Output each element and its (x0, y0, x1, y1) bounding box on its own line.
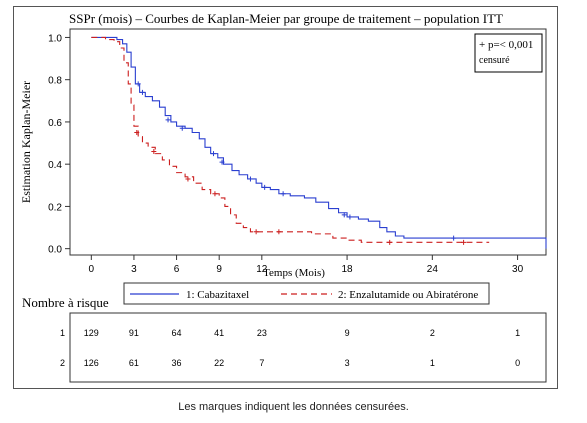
x-tick-label: 12 (256, 264, 268, 275)
censor-mark (341, 212, 347, 218)
x-tick-label: 18 (342, 264, 354, 275)
figure-frame: SSPr (mois) – Courbes de Kaplan-Meier pa… (13, 6, 558, 389)
risk-cell: 1 (430, 358, 435, 368)
risk-cell: 7 (259, 358, 264, 368)
series-line-2 (91, 36, 490, 243)
censor-mark (151, 149, 157, 155)
risk-cell: 126 (84, 358, 99, 368)
x-axis: 0 3 6 9 12 18 24 30 (89, 255, 524, 275)
y-tick-label: 0.6 (48, 118, 62, 129)
censor-mark (461, 239, 467, 245)
risk-cell: 9 (345, 328, 350, 338)
risk-cell: 61 (129, 358, 139, 368)
risk-cell: 36 (172, 358, 182, 368)
risk-cell: 41 (214, 328, 224, 338)
risk-cell: 64 (172, 328, 182, 338)
legend: 1: Cabazitaxel 2: Enzalutamide ou Abirat… (123, 282, 490, 305)
censor-mark (451, 235, 457, 241)
censor-mark (253, 229, 259, 235)
x-tick-label: 24 (427, 264, 439, 275)
censor-mark (387, 239, 393, 245)
risk-cell: 91 (129, 328, 139, 338)
censor-mark (212, 191, 218, 197)
censor-mark (262, 184, 268, 190)
risk-cell: 0 (515, 358, 520, 368)
annotation-line-1: + p=< 0,001 (479, 39, 533, 51)
risk-cell: 129 (84, 328, 99, 338)
risk-cell: 22 (214, 358, 224, 368)
risk-table: 1 129 91 64 41 23 9 2 1 2 126 61 36 22 7 3 1 0 (60, 328, 520, 368)
x-tick-label: 6 (174, 264, 180, 275)
plot-area (69, 28, 547, 256)
censor-mark (165, 117, 171, 123)
x-tick-label: 0 (89, 264, 95, 275)
legend-label-enzalutamide: 2: Enzalutamide ou Abiratérone (338, 289, 478, 301)
censor-mark (219, 159, 225, 165)
risk-row-label: 2 (60, 358, 65, 368)
censor-mark (139, 89, 145, 95)
censor-mark (280, 191, 286, 197)
censor-mark (134, 129, 140, 135)
censor-mark (347, 214, 353, 220)
risk-cell: 23 (257, 328, 267, 338)
legend-label-cabazitaxel: 1: Cabazitaxel (186, 289, 249, 301)
censor-mark (135, 81, 141, 87)
risk-cell: 3 (345, 358, 350, 368)
kaplan-meier-chart: SSPr (mois) – Courbes de Kaplan-Meier pa… (19, 11, 547, 383)
x-axis-label: Temps (Mois) (263, 267, 325, 279)
censor-mark (179, 125, 185, 131)
x-tick-label: 3 (131, 264, 137, 275)
risk-cell: 2 (430, 328, 435, 338)
censored-annotation-box: + p=< 0,001 censuré (474, 33, 543, 73)
y-tick-label: 0.2 (48, 202, 62, 213)
censor-mark (247, 176, 253, 182)
y-tick-label: 1.0 (48, 33, 62, 44)
risk-table-title: Nombre à risque (22, 295, 109, 310)
y-tick-label: 0.0 (48, 245, 62, 256)
series-layer (91, 36, 547, 249)
chart-title: SSPr (mois) – Courbes de Kaplan-Meier pa… (69, 11, 503, 26)
censor-mark (276, 229, 282, 235)
caption: Les marques indiquent les données censur… (178, 401, 409, 413)
x-tick-label: 9 (216, 264, 222, 275)
risk-row-label: 1 (60, 328, 65, 338)
y-axis-label: Estimation Kaplan-Meier (19, 81, 33, 203)
y-tick-label: 0.4 (48, 160, 62, 171)
y-tick-label: 0.8 (48, 76, 62, 87)
risk-cell: 1 (515, 328, 520, 338)
x-tick-label: 30 (512, 264, 524, 275)
risk-table-box (69, 312, 547, 383)
annotation-line-2: censuré (479, 55, 510, 66)
censor-mark (211, 151, 217, 157)
y-axis: 0.0 0.2 0.4 0.6 0.8 1.0 (48, 33, 70, 256)
censor-mark (185, 176, 191, 182)
